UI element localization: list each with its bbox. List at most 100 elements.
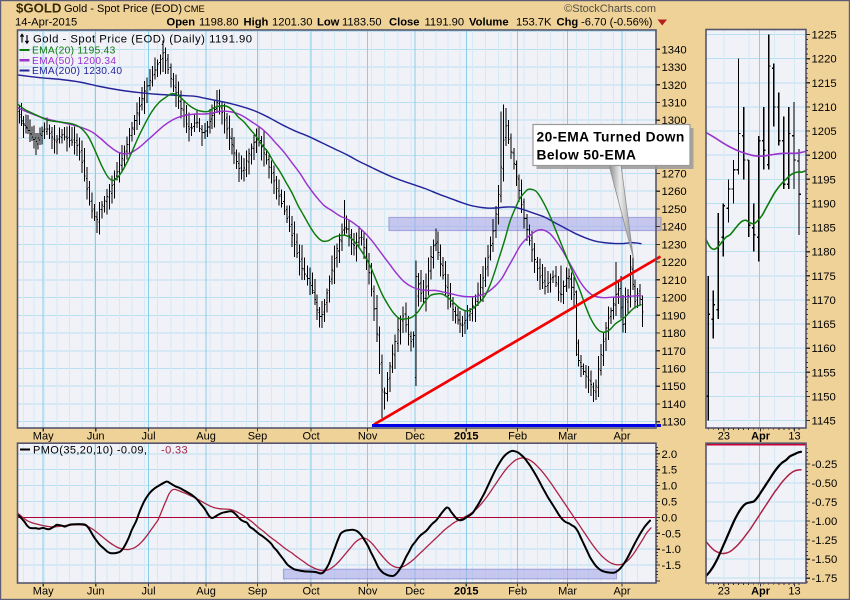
- svg-text:1200: 1200: [662, 293, 687, 305]
- svg-text:Apr: Apr: [613, 431, 630, 443]
- svg-text:2015: 2015: [454, 431, 478, 443]
- svg-text:EMA(50) 1200.34: EMA(50) 1200.34: [32, 56, 116, 67]
- svg-text:Volume: Volume: [469, 17, 509, 29]
- svg-text:-0.33: -0.33: [161, 445, 188, 457]
- svg-text:153.7K: 153.7K: [516, 17, 552, 29]
- svg-text:1340: 1340: [662, 44, 687, 56]
- svg-text:1190: 1190: [812, 198, 836, 210]
- svg-text:Nov: Nov: [358, 586, 378, 598]
- svg-text:1270: 1270: [662, 168, 687, 180]
- svg-text:23: 23: [718, 586, 730, 598]
- svg-text:May: May: [33, 586, 54, 598]
- svg-text:Mar: Mar: [558, 586, 577, 598]
- svg-text:-1.25: -1.25: [812, 535, 838, 547]
- svg-text:13: 13: [788, 586, 800, 598]
- svg-text:1220: 1220: [662, 257, 687, 269]
- svg-text:1240: 1240: [662, 222, 687, 234]
- svg-text:1210: 1210: [812, 102, 837, 114]
- svg-text:1170: 1170: [662, 346, 686, 358]
- svg-text:1150: 1150: [812, 391, 836, 403]
- svg-text:1185: 1185: [812, 223, 836, 235]
- svg-text:CME: CME: [184, 4, 205, 14]
- svg-text:1180: 1180: [662, 328, 686, 340]
- svg-text:Low: Low: [317, 17, 340, 29]
- svg-text:Apr: Apr: [613, 586, 630, 598]
- svg-text:Oct: Oct: [303, 586, 320, 598]
- svg-text:PMO(35,20,10) -0.09,: PMO(35,20,10) -0.09,: [33, 445, 147, 457]
- svg-text:-0.25: -0.25: [812, 459, 838, 471]
- svg-text:1200: 1200: [812, 150, 837, 162]
- svg-text:Sep: Sep: [248, 586, 268, 598]
- svg-text:1195: 1195: [812, 174, 836, 186]
- svg-text:Jun: Jun: [87, 586, 105, 598]
- svg-text:1215: 1215: [812, 78, 837, 90]
- svg-text:Aug: Aug: [196, 431, 216, 443]
- svg-text:-0.75: -0.75: [812, 497, 838, 509]
- svg-text:1130: 1130: [662, 417, 686, 429]
- svg-text:Sep: Sep: [248, 431, 268, 443]
- svg-text:Gold - Spot Price (EOD) (Daily: Gold - Spot Price (EOD) (Daily) 1191.90: [33, 34, 253, 46]
- svg-text:Aug: Aug: [196, 586, 216, 598]
- svg-text:Oct: Oct: [303, 431, 320, 443]
- svg-text:0.0: 0.0: [662, 512, 678, 524]
- svg-text:-0.50: -0.50: [812, 478, 838, 490]
- svg-text:May: May: [33, 431, 54, 443]
- svg-text:-1.00: -1.00: [812, 516, 838, 528]
- svg-text:Jun: Jun: [87, 431, 105, 443]
- svg-text:1230: 1230: [662, 239, 687, 251]
- svg-text:-1.75: -1.75: [812, 573, 838, 585]
- svg-text:1150: 1150: [662, 381, 686, 393]
- svg-text:$GOLD: $GOLD: [16, 1, 61, 16]
- svg-text:0.5: 0.5: [662, 497, 678, 509]
- svg-text:Jul: Jul: [141, 586, 155, 598]
- svg-text:Jul: Jul: [141, 431, 155, 443]
- svg-text:Chg: Chg: [557, 17, 579, 29]
- svg-text:1140: 1140: [662, 399, 686, 411]
- svg-text:Gold - Spot Price (EOD): Gold - Spot Price (EOD): [64, 3, 182, 15]
- svg-text:1210: 1210: [662, 275, 687, 287]
- svg-text:1191.90: 1191.90: [425, 17, 465, 29]
- svg-text:1225: 1225: [812, 30, 837, 42]
- svg-text:1.5: 1.5: [662, 465, 678, 477]
- svg-text:Feb: Feb: [508, 431, 527, 443]
- svg-text:1165: 1165: [812, 319, 836, 331]
- svg-text:1205: 1205: [812, 126, 837, 138]
- svg-text:2.0: 2.0: [662, 449, 678, 461]
- svg-text:Open: Open: [167, 17, 196, 29]
- svg-text:1201.30: 1201.30: [272, 17, 312, 29]
- svg-text:Apr: Apr: [751, 586, 771, 598]
- svg-text:1198.80: 1198.80: [199, 17, 239, 29]
- svg-text:Mar: Mar: [558, 431, 577, 443]
- svg-text:Below 50-EMA: Below 50-EMA: [537, 148, 637, 163]
- svg-text:-6.70 (-0.56%): -6.70 (-0.56%): [581, 17, 653, 29]
- svg-text:Nov: Nov: [358, 431, 378, 443]
- svg-text:Dec: Dec: [405, 431, 425, 443]
- svg-text:1170: 1170: [812, 295, 836, 307]
- svg-text:©StockCharts.com: ©StockCharts.com: [564, 3, 656, 15]
- svg-text:1160: 1160: [812, 343, 836, 355]
- svg-text:1175: 1175: [812, 271, 836, 283]
- svg-text:1220: 1220: [812, 54, 837, 66]
- svg-text:1160: 1160: [662, 364, 686, 376]
- svg-text:1190: 1190: [662, 310, 686, 322]
- svg-text:Close: Close: [389, 17, 419, 29]
- svg-text:13: 13: [788, 431, 800, 443]
- svg-text:1155: 1155: [812, 367, 836, 379]
- svg-text:EMA(200) 1230.40: EMA(200) 1230.40: [32, 66, 122, 77]
- svg-text:EMA(20) 1195.43: EMA(20) 1195.43: [32, 46, 116, 57]
- svg-text:1250: 1250: [662, 204, 687, 216]
- svg-text:1145: 1145: [812, 416, 836, 428]
- svg-text:1180: 1180: [812, 247, 836, 259]
- svg-text:-0.5: -0.5: [662, 528, 681, 540]
- svg-text:1330: 1330: [662, 62, 687, 74]
- svg-text:Apr: Apr: [751, 431, 771, 443]
- svg-text:1310: 1310: [662, 98, 687, 110]
- svg-text:1183.50: 1183.50: [342, 17, 382, 29]
- svg-text:20-EMA Turned Down: 20-EMA Turned Down: [537, 130, 685, 145]
- svg-text:1.0: 1.0: [662, 481, 678, 493]
- svg-text:-1.0: -1.0: [662, 544, 681, 556]
- svg-text:-1.50: -1.50: [812, 554, 838, 566]
- svg-text:Dec: Dec: [405, 586, 425, 598]
- svg-text:1320: 1320: [662, 80, 687, 92]
- svg-text:Feb: Feb: [508, 586, 527, 598]
